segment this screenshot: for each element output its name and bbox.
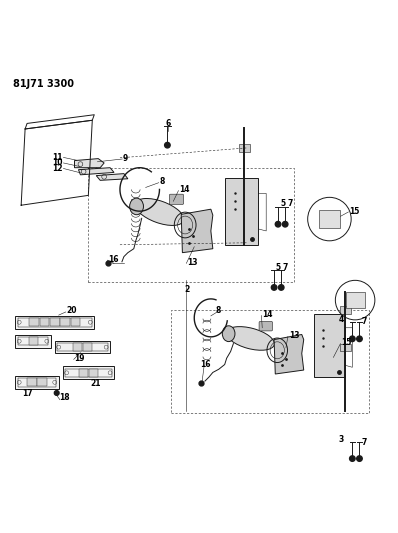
FancyBboxPatch shape xyxy=(319,211,340,228)
Text: 3: 3 xyxy=(338,435,343,444)
FancyBboxPatch shape xyxy=(83,343,92,351)
Text: 7: 7 xyxy=(361,317,367,326)
Ellipse shape xyxy=(130,198,143,215)
Polygon shape xyxy=(274,335,304,374)
Text: 16: 16 xyxy=(108,255,119,264)
Circle shape xyxy=(55,391,59,395)
FancyBboxPatch shape xyxy=(62,367,114,379)
FancyBboxPatch shape xyxy=(70,318,80,326)
FancyBboxPatch shape xyxy=(29,337,37,345)
FancyBboxPatch shape xyxy=(15,376,59,389)
FancyBboxPatch shape xyxy=(37,378,47,386)
Polygon shape xyxy=(181,209,213,253)
Text: 14: 14 xyxy=(179,185,190,194)
Text: 13: 13 xyxy=(187,258,198,267)
Circle shape xyxy=(357,456,362,462)
Bar xyxy=(88,168,294,282)
FancyBboxPatch shape xyxy=(238,219,250,227)
Circle shape xyxy=(349,456,355,462)
Ellipse shape xyxy=(226,327,274,350)
Text: 4: 4 xyxy=(338,314,343,324)
FancyBboxPatch shape xyxy=(238,144,250,152)
FancyBboxPatch shape xyxy=(340,306,351,313)
Text: 21: 21 xyxy=(90,378,101,387)
FancyBboxPatch shape xyxy=(15,316,94,329)
FancyBboxPatch shape xyxy=(238,183,250,191)
FancyBboxPatch shape xyxy=(225,177,258,245)
Text: 20: 20 xyxy=(66,306,77,315)
FancyBboxPatch shape xyxy=(50,318,60,326)
FancyBboxPatch shape xyxy=(15,335,51,348)
Ellipse shape xyxy=(222,326,235,342)
FancyBboxPatch shape xyxy=(89,369,98,377)
Circle shape xyxy=(165,142,170,148)
Text: 11: 11 xyxy=(52,153,62,162)
Polygon shape xyxy=(74,159,104,168)
FancyBboxPatch shape xyxy=(55,341,110,353)
Text: 15: 15 xyxy=(349,207,359,216)
FancyBboxPatch shape xyxy=(79,369,88,377)
Text: 5: 5 xyxy=(275,263,281,272)
Circle shape xyxy=(283,221,288,227)
Bar xyxy=(171,310,369,413)
Text: 81J71 3300: 81J71 3300 xyxy=(13,79,74,89)
Polygon shape xyxy=(78,168,114,175)
FancyBboxPatch shape xyxy=(314,314,345,377)
FancyBboxPatch shape xyxy=(60,318,70,326)
Text: 19: 19 xyxy=(74,354,85,362)
Text: 18: 18 xyxy=(59,393,70,402)
Text: 9: 9 xyxy=(123,155,129,164)
FancyBboxPatch shape xyxy=(340,344,351,351)
Text: 7: 7 xyxy=(287,199,293,208)
FancyBboxPatch shape xyxy=(40,318,49,326)
Text: 8: 8 xyxy=(215,306,220,315)
FancyBboxPatch shape xyxy=(27,378,37,386)
Text: 16: 16 xyxy=(200,360,210,369)
Circle shape xyxy=(279,285,284,290)
Text: 2: 2 xyxy=(185,285,190,294)
Text: 6: 6 xyxy=(166,119,171,128)
Text: 8: 8 xyxy=(160,177,165,186)
FancyBboxPatch shape xyxy=(73,343,82,351)
Circle shape xyxy=(349,336,355,342)
Text: 14: 14 xyxy=(262,310,273,319)
Circle shape xyxy=(357,336,362,342)
Text: 5: 5 xyxy=(280,199,285,208)
Text: 7: 7 xyxy=(361,438,367,447)
Ellipse shape xyxy=(135,198,184,225)
FancyBboxPatch shape xyxy=(259,321,273,331)
Text: 13: 13 xyxy=(289,331,299,340)
Text: 7: 7 xyxy=(283,263,288,272)
Polygon shape xyxy=(96,174,128,180)
Circle shape xyxy=(275,221,281,227)
FancyBboxPatch shape xyxy=(29,318,39,326)
Text: 12: 12 xyxy=(52,164,62,173)
Circle shape xyxy=(90,163,94,167)
FancyBboxPatch shape xyxy=(345,292,365,308)
Text: 15: 15 xyxy=(341,338,352,347)
Text: 17: 17 xyxy=(22,389,32,398)
Text: 10: 10 xyxy=(52,158,62,167)
FancyBboxPatch shape xyxy=(170,194,183,205)
Circle shape xyxy=(271,285,277,290)
